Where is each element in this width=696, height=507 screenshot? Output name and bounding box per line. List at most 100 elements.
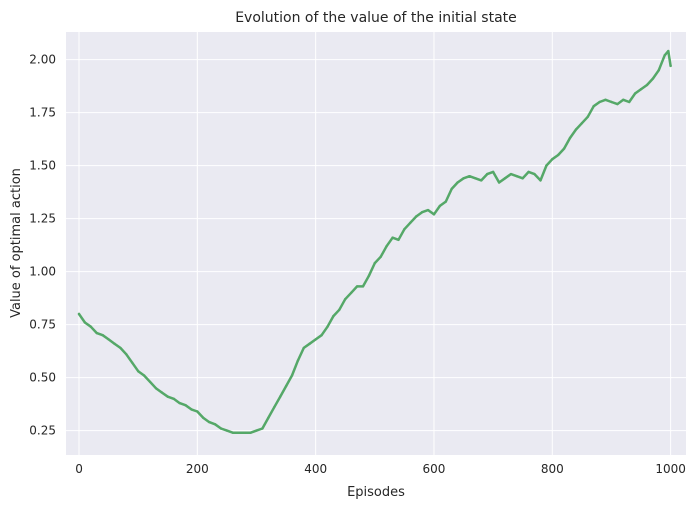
y-tick-label: 2.00	[29, 53, 56, 67]
data-point	[533, 172, 536, 176]
x-tick-label: 0	[75, 462, 83, 476]
y-tick-label: 1.00	[29, 265, 56, 279]
x-tick-label: 600	[423, 462, 446, 476]
data-point	[344, 298, 347, 301]
data-point	[527, 170, 530, 174]
data-point	[338, 308, 341, 311]
data-point	[284, 384, 288, 388]
data-point	[415, 215, 418, 218]
data-point	[568, 136, 572, 140]
data-point	[539, 179, 542, 182]
data-point	[243, 431, 246, 434]
data-point	[166, 395, 169, 398]
series-line	[77, 49, 672, 434]
data-point	[497, 181, 501, 184]
data-point	[491, 170, 495, 174]
data-point	[308, 342, 311, 345]
data-point	[598, 100, 601, 104]
data-point	[83, 321, 87, 324]
data-point	[639, 88, 643, 91]
chart-title: Evolution of the value of the initial st…	[235, 10, 517, 26]
data-point	[267, 416, 270, 420]
data-point	[486, 172, 489, 176]
data-point	[367, 274, 371, 277]
data-point	[616, 102, 619, 106]
data-point	[426, 208, 430, 212]
data-point	[219, 427, 223, 430]
data-point	[249, 431, 252, 434]
data-point	[432, 213, 436, 216]
data-point	[89, 325, 93, 328]
data-point	[574, 128, 578, 131]
gridlines	[66, 32, 686, 455]
data-point	[438, 204, 442, 208]
data-point	[468, 175, 471, 178]
y-tick-label: 0.50	[29, 371, 56, 385]
data-point	[320, 334, 323, 337]
y-tick-label: 0.25	[29, 424, 56, 438]
data-point	[196, 410, 199, 413]
data-point	[633, 92, 637, 95]
data-point	[444, 200, 447, 203]
data-point	[480, 179, 483, 182]
data-point	[255, 429, 258, 432]
data-point	[645, 83, 649, 87]
data-point	[503, 177, 507, 180]
data-point	[509, 172, 513, 176]
data-point	[202, 416, 205, 420]
data-point	[580, 122, 584, 125]
data-point	[385, 245, 388, 248]
data-point	[409, 221, 412, 224]
data-point	[119, 346, 122, 350]
data-point	[231, 431, 234, 434]
data-point	[557, 153, 560, 157]
data-point	[450, 187, 453, 191]
data-point	[326, 325, 329, 328]
data-point	[296, 359, 300, 362]
plot-background	[66, 32, 686, 455]
data-point	[397, 238, 400, 241]
data-point	[302, 346, 305, 350]
data-point	[208, 420, 211, 424]
x-tick-label: 800	[541, 462, 564, 476]
data-point	[95, 331, 99, 335]
data-point	[213, 423, 217, 426]
x-tick-label: 1000	[655, 462, 686, 476]
data-point	[137, 370, 140, 373]
data-point	[190, 408, 193, 411]
data-point	[148, 380, 152, 383]
data-point	[225, 429, 229, 432]
data-point	[361, 285, 365, 288]
data-point	[290, 374, 294, 377]
y-tick-label: 1.75	[29, 106, 56, 120]
data-point	[669, 64, 672, 68]
x-tick-label: 200	[186, 462, 209, 476]
data-point	[131, 361, 134, 364]
data-point	[314, 338, 317, 341]
data-point	[391, 236, 394, 239]
data-point	[113, 342, 116, 345]
data-point	[273, 406, 276, 409]
data-point	[160, 391, 163, 394]
data-point	[667, 49, 670, 53]
y-axis-tick-labels: 0.25 0.50 0.75 1.00 1.25 1.50 1.75 2.00	[29, 53, 56, 438]
data-point	[657, 69, 660, 72]
data-point	[610, 100, 613, 104]
data-point	[474, 177, 477, 180]
data-point	[551, 158, 554, 161]
data-point	[125, 353, 128, 356]
data-point	[521, 177, 524, 180]
data-point	[101, 334, 104, 337]
data-point	[77, 312, 81, 316]
y-tick-label: 0.75	[29, 318, 56, 332]
y-tick-label: 1.50	[29, 159, 56, 173]
data-point	[586, 115, 589, 119]
series-layer	[77, 49, 672, 434]
data-point	[604, 98, 607, 102]
data-point	[332, 314, 335, 318]
y-axis-label: Value of optimal action	[9, 168, 24, 318]
data-point	[663, 54, 666, 57]
data-point	[562, 147, 566, 150]
x-tick-label: 400	[304, 462, 327, 476]
